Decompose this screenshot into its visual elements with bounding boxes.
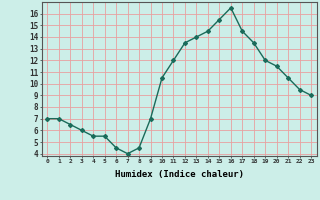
- X-axis label: Humidex (Indice chaleur): Humidex (Indice chaleur): [115, 170, 244, 179]
